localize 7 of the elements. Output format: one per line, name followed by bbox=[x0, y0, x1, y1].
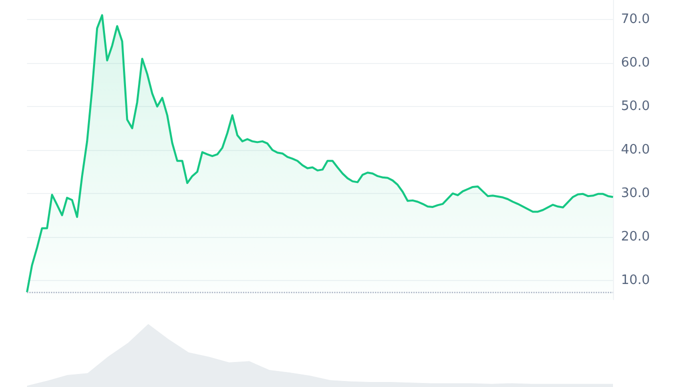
y-tick-label: 30.0 bbox=[621, 186, 650, 201]
y-tick-label: 20.0 bbox=[621, 229, 650, 244]
y-tick-label: 70.0 bbox=[621, 12, 650, 28]
y-tick-label: 10.0 bbox=[621, 272, 650, 288]
y-tick-label: 50.0 bbox=[621, 99, 650, 114]
y-tick-label: 60.0 bbox=[621, 56, 650, 71]
y-tick-label: 40.0 bbox=[621, 142, 650, 158]
